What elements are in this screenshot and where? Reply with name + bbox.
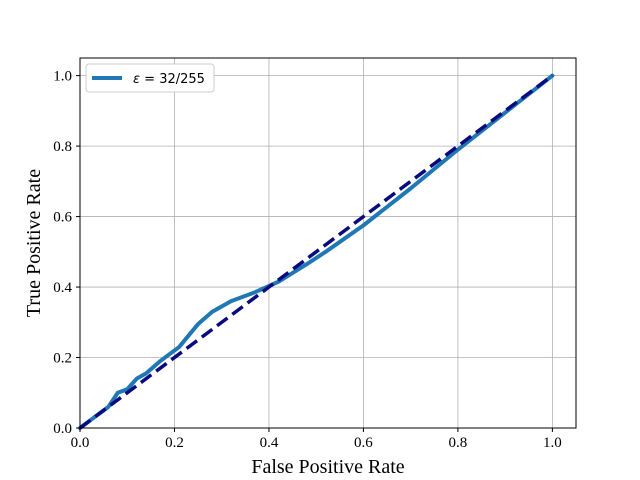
legend-label: ε = 32/255 [133, 72, 205, 87]
legend-label-value: 32/255 [159, 72, 205, 87]
x-tick-label: 1.0 [543, 435, 562, 451]
y-tick-label: 0.0 [53, 421, 72, 437]
y-tick-label: 0.4 [53, 280, 72, 296]
legend-label-eq: = [140, 72, 159, 87]
y-tick-label: 0.2 [53, 351, 72, 367]
series-layer [78, 73, 555, 430]
y-tick-label: 1.0 [53, 69, 72, 85]
roc-curve-line [78, 73, 555, 430]
plot-frame [79, 57, 577, 429]
legend-box [85, 63, 215, 93]
diagonal-reference-line [78, 74, 554, 430]
x-axis-title: False Positive Rate [251, 456, 404, 478]
y-axis-title: True Positive Rate [23, 169, 45, 317]
y-tick-label: 0.8 [53, 139, 72, 155]
x-tick-label: 0.2 [165, 435, 184, 451]
legend: ε = 32/255 [85, 63, 215, 93]
ticks: 0.0 0.2 0.4 0.6 0.8 1.0 0.0 0.2 0.4 0.6 0.8 1.0 [53, 69, 562, 451]
x-tick-label: 0.0 [71, 435, 90, 451]
x-tick-label: 0.8 [449, 435, 468, 451]
x-tick-label: 0.6 [354, 435, 373, 451]
legend-label-symbol: ε [133, 72, 140, 87]
x-tick-label: 0.4 [260, 435, 279, 451]
y-tick-label: 0.6 [53, 210, 72, 226]
